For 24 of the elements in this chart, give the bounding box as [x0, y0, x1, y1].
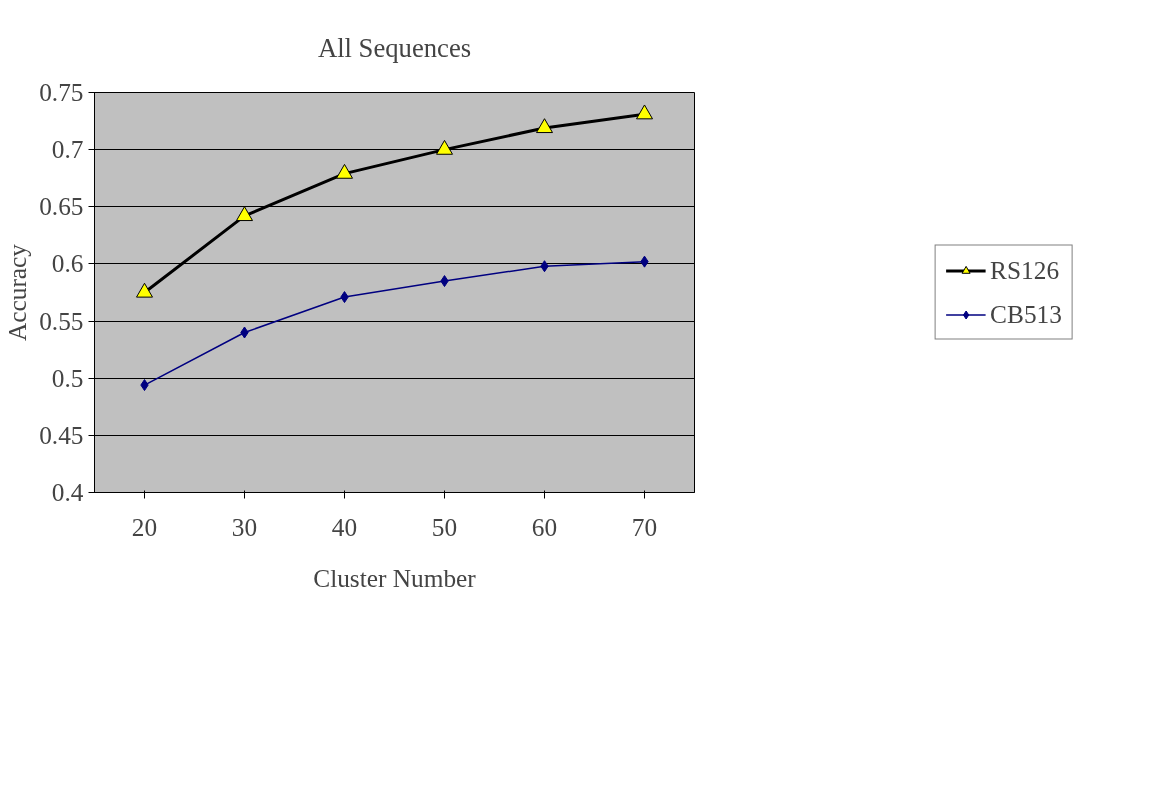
y-tick-label: 0.45	[39, 420, 84, 449]
y-tick-label: 0.7	[51, 135, 84, 164]
y-tick-label: 0.6	[51, 249, 84, 278]
x-tick-label: 70	[631, 512, 658, 541]
legend-label: RS126	[990, 255, 1060, 285]
legend-label: CB513	[990, 299, 1062, 329]
y-tick-label: 0.4	[51, 478, 84, 506]
point	[436, 139, 453, 155]
y-tick-label: 0.5	[51, 363, 84, 392]
point	[536, 118, 553, 134]
point	[236, 206, 253, 222]
point	[636, 104, 653, 120]
x-tick-label: 50	[431, 512, 458, 541]
x-tick-label: 20	[131, 512, 158, 541]
y-tick-label: 0.55	[39, 306, 84, 335]
point	[336, 163, 353, 179]
x-tick-label: 40	[331, 512, 358, 541]
y-axis-title: Accuracy	[3, 243, 32, 342]
chart-title: All Sequences	[317, 32, 472, 63]
y-tick-label: 0.65	[39, 192, 84, 221]
x-tick-label: 30	[231, 512, 258, 541]
x-axis-title: Cluster Number	[313, 563, 477, 592]
y-tick-label: 0.75	[39, 78, 84, 106]
x-tick-label: 60	[531, 512, 558, 541]
